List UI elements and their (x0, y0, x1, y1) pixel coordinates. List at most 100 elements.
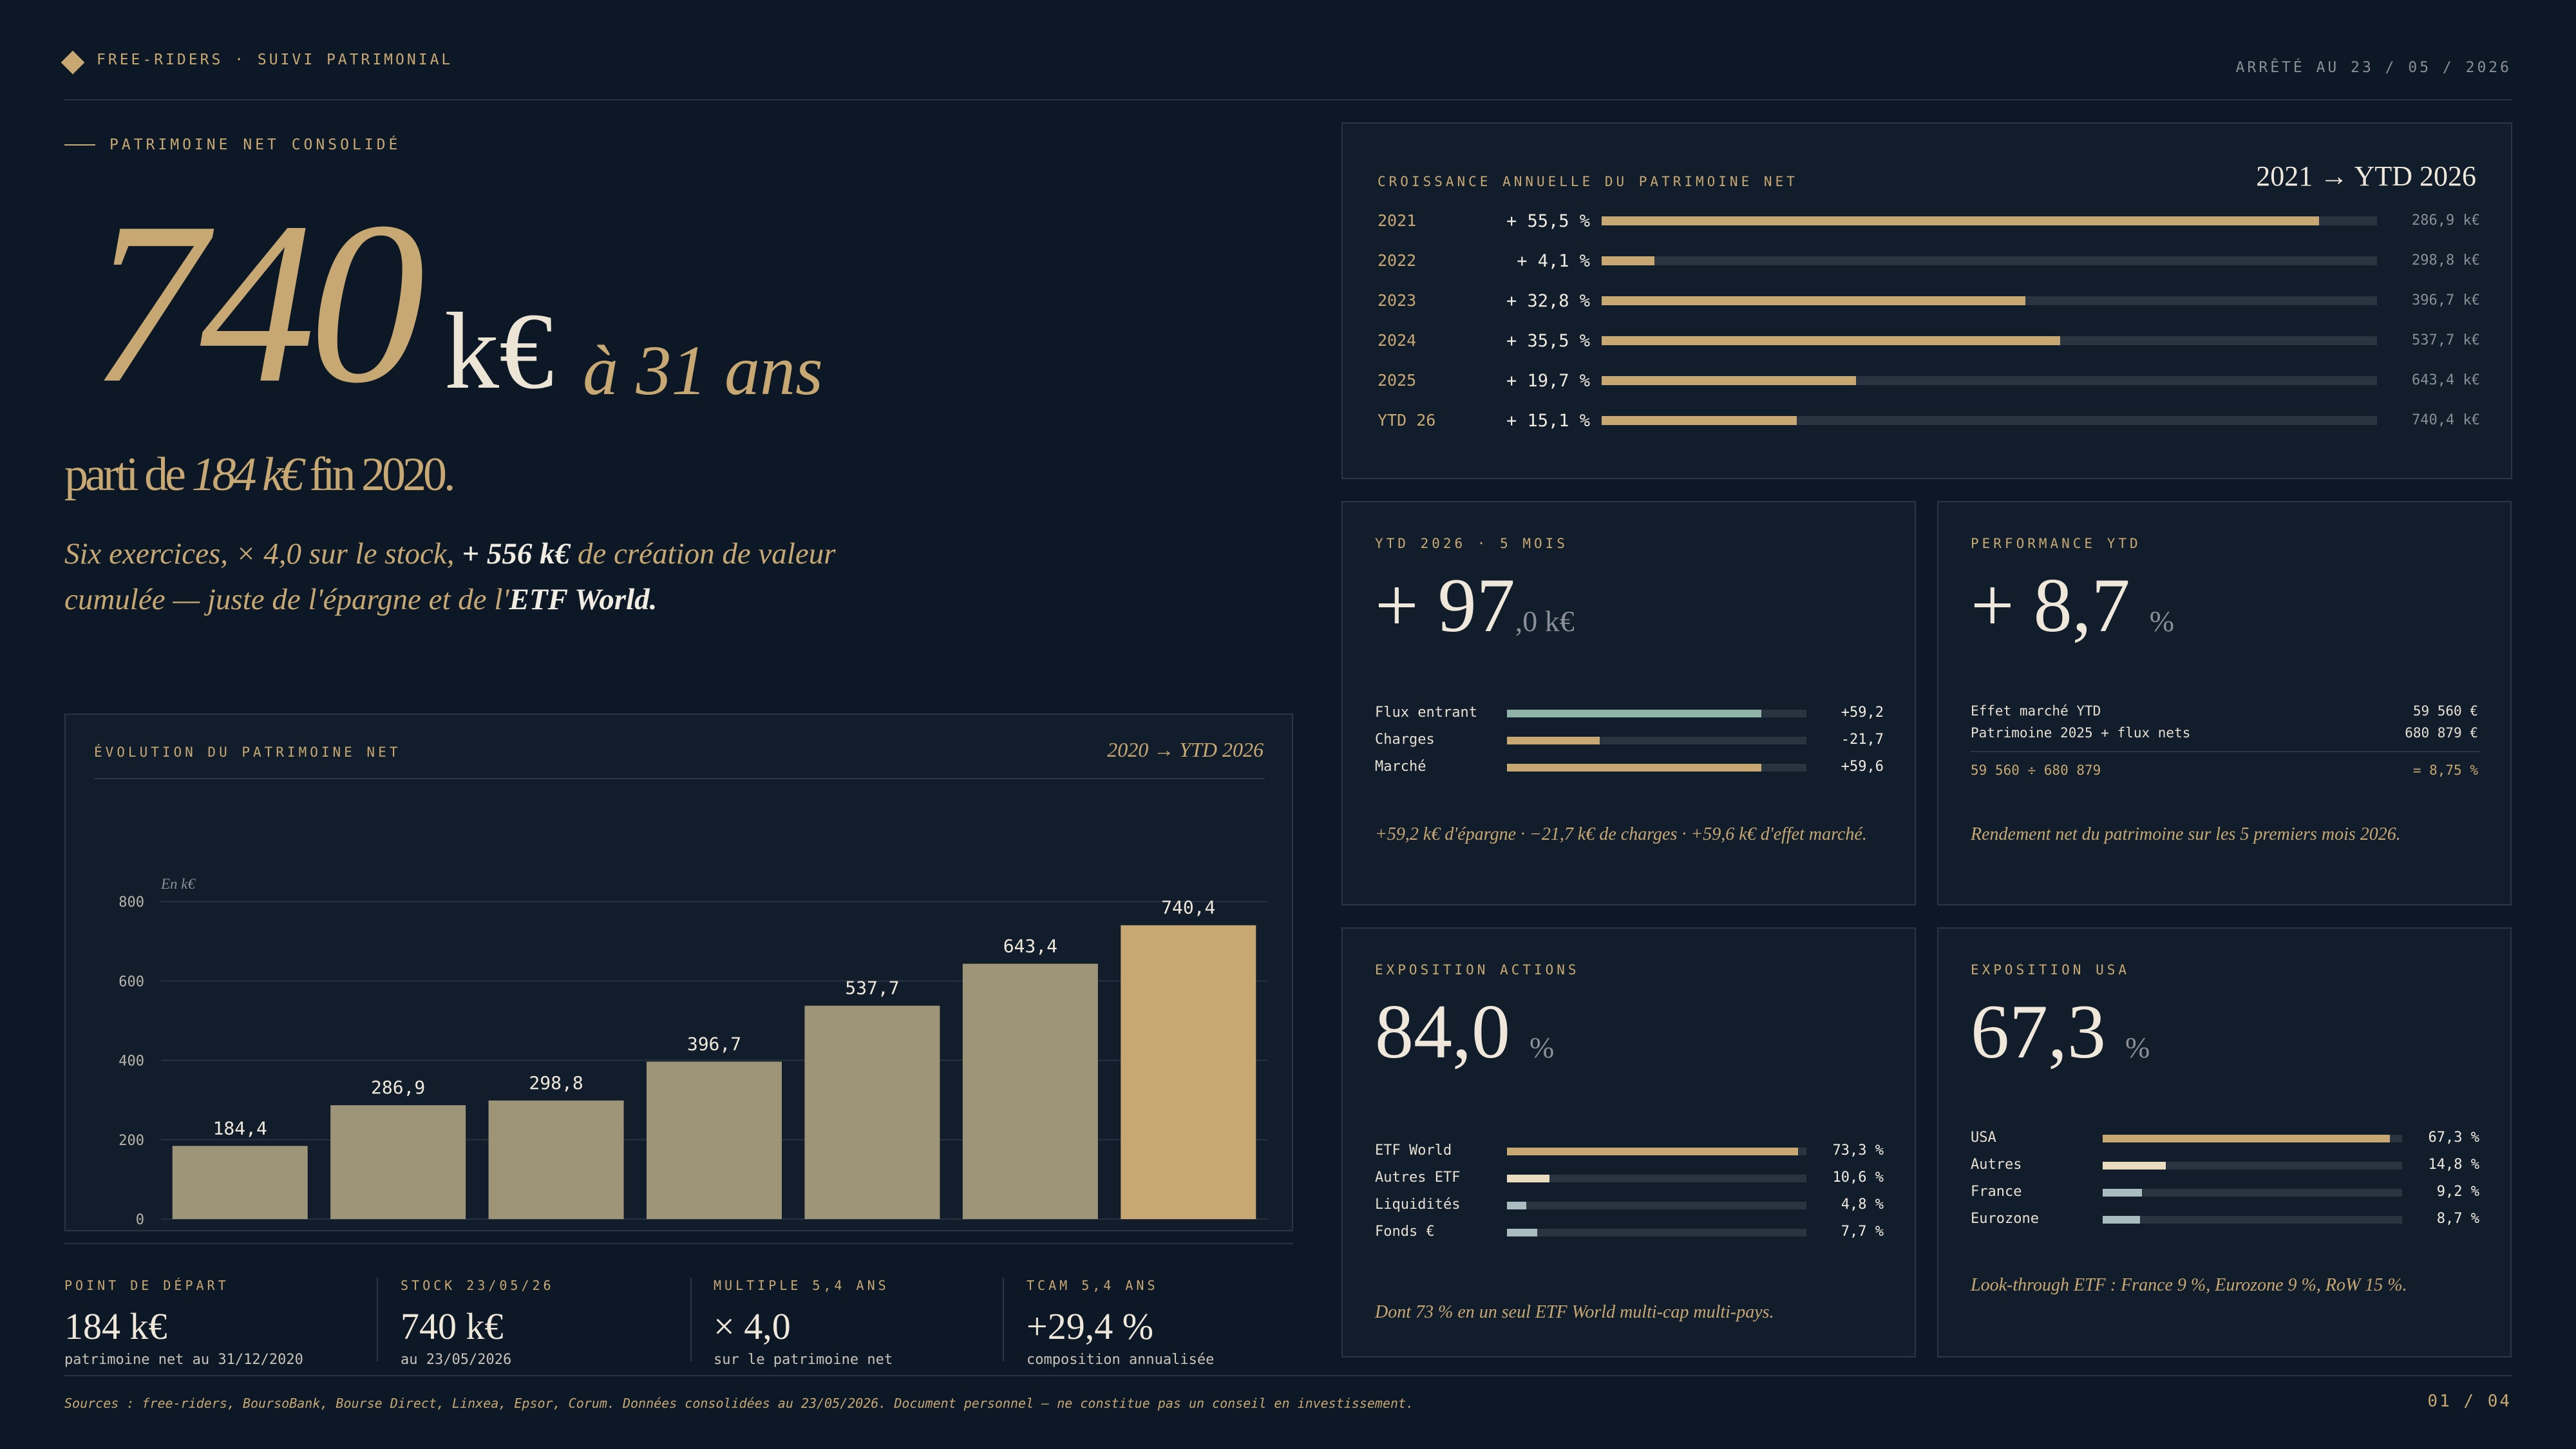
y-tick-label: 0 (136, 1212, 144, 1228)
row-value: -21,7 (1841, 732, 1884, 748)
growth-year: 2021 (1378, 211, 1417, 230)
usa-main: 67,3 (1971, 989, 2106, 1074)
bar-2020 (172, 1146, 308, 1219)
row-fill (2103, 1135, 2391, 1142)
row-value: 9,2 % (2436, 1184, 2479, 1200)
growth-track (1602, 296, 2377, 305)
bar-2021 (330, 1105, 466, 1219)
kpi-tcam: TCAM 5,4 ANS +29,4 % composition annuali… (1027, 1278, 1291, 1368)
growth-fill (1602, 336, 2061, 345)
row-fill (1507, 710, 1762, 717)
y-tick-label: 800 (118, 895, 144, 911)
row-track (1507, 764, 1806, 772)
growth-fill (1602, 216, 2319, 225)
ytd-card: YTD 2026 · 5 MOIS + 97,0 k€ Flux entrant… (1341, 501, 1916, 905)
row-label: Autres ETF (1375, 1170, 1461, 1186)
growth-year: YTD 26 (1378, 411, 1436, 430)
row-label: USA (1971, 1130, 1996, 1146)
bar-2023 (647, 1061, 782, 1219)
hero-net-worth-value: 740 (90, 174, 425, 431)
ytd-suffix: ,0 k€ (1515, 605, 1575, 638)
bar-2026-ytd (1121, 925, 1256, 1219)
row-fill (2103, 1216, 2140, 1224)
bar-2022 (488, 1100, 624, 1219)
hero-label-rule (64, 144, 95, 146)
hero-desc-4: + 556 k€ (462, 537, 571, 571)
growth-pct: + 35,5 % (1506, 331, 1590, 351)
row-track (2103, 1135, 2402, 1142)
hero-sub-value: 184 k€ (191, 448, 303, 501)
hero-desc-3: sur le stock, (301, 537, 462, 571)
actions-row: ETF World 73,3 % (1375, 1140, 1884, 1166)
perf-suffix: % (2149, 605, 2175, 638)
kpi-stock: STOCK 23/05/26 740 k€ au 23/05/2026 (401, 1278, 684, 1368)
row-track (2103, 1189, 2402, 1197)
row-label: Flux entrant (1375, 705, 1477, 721)
bar-2025 (962, 963, 1098, 1219)
kpi-divider (377, 1278, 378, 1361)
growth-year: 2022 (1378, 251, 1417, 270)
row-label: Marché (1375, 759, 1426, 775)
kpi-label: TCAM 5,4 ANS (1027, 1278, 1159, 1293)
growth-value: 286,9 k€ (2412, 213, 2480, 229)
kpi-value: 740 k€ (401, 1305, 504, 1347)
growth-row: YTD 26 + 15,1 % 740,4 k€ (1378, 407, 2480, 433)
row-fill (1507, 764, 1762, 772)
y-tick-label: 200 (118, 1133, 144, 1149)
row-label: Eurozone (1971, 1211, 2039, 1227)
ytd-row: Flux entrant +59,2 (1375, 702, 1884, 728)
growth-panel: CROISSANCE ANNUELLE DU PATRIMOINE NET 20… (1341, 122, 2512, 479)
row-value: 73,3 % (1832, 1142, 1884, 1159)
growth-track (1602, 376, 2377, 385)
perf-note: Rendement net du patrimoine sur les 5 pr… (1971, 824, 2401, 844)
row-track (1507, 1229, 1806, 1236)
usa-note: Look-through ETF : France 9 %, Eurozone … (1971, 1275, 2407, 1295)
growth-row: 2021 + 55,5 % 286,9 k€ (1378, 207, 2480, 233)
row-fill (1507, 1148, 1799, 1155)
usa-label: EXPOSITION USA (1971, 962, 2130, 978)
ytd-main: + 97 (1375, 562, 1515, 648)
growth-track (1602, 216, 2377, 225)
bar-value-label: 298,8 (529, 1072, 583, 1094)
row-track (1507, 710, 1806, 717)
bar-value-label: 740,4 (1161, 897, 1215, 918)
kpi-label: POINT DE DÉPART (64, 1278, 229, 1293)
row-track (1507, 1175, 1806, 1182)
row-track (2103, 1216, 2402, 1224)
growth-track (1602, 336, 2377, 345)
perf-value: + 8,7 % (1971, 567, 2174, 644)
row-value: 8,7 % (2436, 1211, 2479, 1227)
hero-desc-2: × 4,0 (235, 537, 301, 571)
row-label: France (1971, 1184, 2022, 1200)
growth-year: 2023 (1378, 291, 1417, 310)
growth-year: 2025 (1378, 371, 1417, 390)
evolution-range: 2020 → YTD 2026 (1107, 738, 1264, 761)
footer: Sources : free-riders, BoursoBank, Bours… (64, 1375, 2512, 1426)
actions-row: Liquidités 4,8 % (1375, 1194, 1884, 1220)
actions-suffix: % (1530, 1031, 1555, 1064)
growth-range: 2021 → YTD 2026 (2256, 160, 2476, 192)
growth-title: CROISSANCE ANNUELLE DU PATRIMOINE NET (1378, 174, 1798, 189)
row-fill (1507, 1202, 1526, 1209)
bar-value-label: 396,7 (687, 1034, 741, 1055)
kpi-value: 184 k€ (64, 1305, 167, 1347)
evolution-divider (94, 778, 1265, 779)
hero-description: Six exercices, × 4,0 sur le stock, + 556… (64, 531, 837, 623)
row-track (2103, 1162, 2402, 1170)
perf-main: + 8,7 (1971, 562, 2130, 648)
row-fill (1507, 737, 1600, 744)
row-value: 4,8 % (1841, 1197, 1884, 1213)
growth-row: 2024 + 35,5 % 537,7 k€ (1378, 327, 2480, 353)
row-label: Fonds € (1375, 1224, 1435, 1240)
perf-label: PERFORMANCE YTD (1971, 536, 2141, 551)
perf-line1-value: 59 560 € (2412, 703, 2478, 719)
perf-line1-label: Effet marché YTD (1971, 703, 2101, 719)
row-fill (2103, 1189, 2142, 1197)
report-date: ARRÊTÉ AU 23 / 05 / 2026 (2235, 59, 2512, 76)
actions-value: 84,0 % (1375, 993, 1554, 1070)
kpi-row: POINT DE DÉPART 184 k€ patrimoine net au… (64, 1243, 1293, 1372)
growth-fill (1602, 296, 2026, 305)
growth-value: 396,7 k€ (2412, 292, 2480, 308)
row-label: Liquidités (1375, 1197, 1461, 1213)
perf-line2-value: 680 879 € (2405, 725, 2478, 741)
